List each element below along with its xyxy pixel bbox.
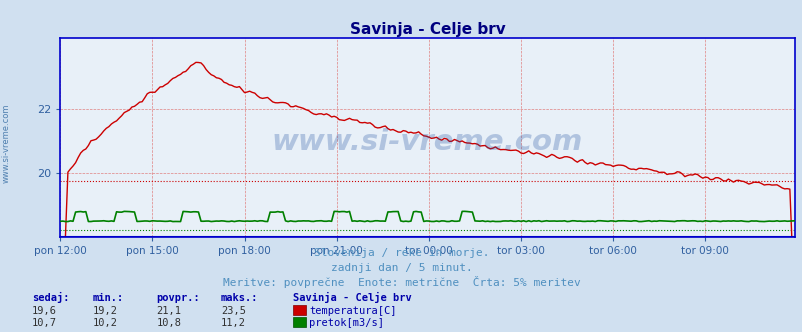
Text: www.si-vreme.com: www.si-vreme.com: [272, 128, 582, 156]
Text: pretok[m3/s]: pretok[m3/s]: [309, 318, 383, 328]
Text: 10,2: 10,2: [92, 318, 117, 328]
Text: temperatura[C]: temperatura[C]: [309, 306, 396, 316]
Text: 21,1: 21,1: [156, 306, 181, 316]
Text: povpr.:: povpr.:: [156, 293, 200, 303]
Text: maks.:: maks.:: [221, 293, 258, 303]
Text: 23,5: 23,5: [221, 306, 245, 316]
Title: Savinja - Celje brv: Savinja - Celje brv: [350, 22, 504, 37]
Text: 19,6: 19,6: [32, 306, 57, 316]
Text: Slovenija / reke in morje.: Slovenija / reke in morje.: [314, 248, 488, 258]
Text: min.:: min.:: [92, 293, 124, 303]
Text: sedaj:: sedaj:: [32, 292, 70, 303]
Text: 19,2: 19,2: [92, 306, 117, 316]
Text: www.si-vreme.com: www.si-vreme.com: [2, 103, 11, 183]
Text: 11,2: 11,2: [221, 318, 245, 328]
Text: Savinja - Celje brv: Savinja - Celje brv: [293, 292, 411, 303]
Text: 10,7: 10,7: [32, 318, 57, 328]
Text: zadnji dan / 5 minut.: zadnji dan / 5 minut.: [330, 263, 472, 273]
Text: Meritve: povprečne  Enote: metrične  Črta: 5% meritev: Meritve: povprečne Enote: metrične Črta:…: [222, 276, 580, 288]
Text: 10,8: 10,8: [156, 318, 181, 328]
